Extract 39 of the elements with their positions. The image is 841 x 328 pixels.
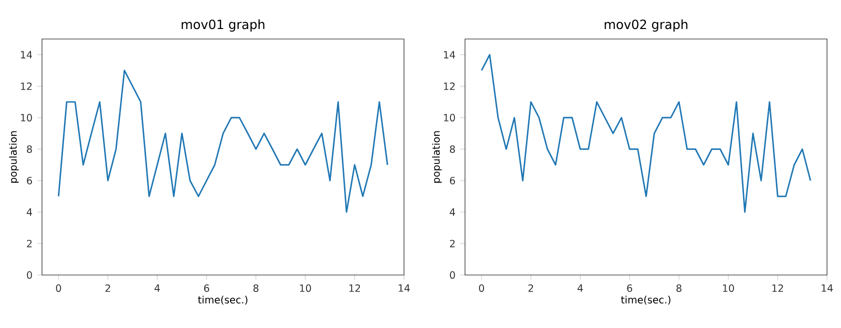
x-tick-label: 4 [154,284,160,292]
chart-title: mov01 graph [182,19,264,32]
y-tick-label: 6 [450,176,455,184]
y-tick-label: 10 [444,114,455,122]
x-tick-label: 6 [204,284,210,292]
y-tick-label: 12 [21,82,32,90]
x-tick-label: 10 [300,284,311,292]
y-tick-label: 2 [450,240,455,248]
y-tick-label: 6 [26,176,32,184]
x-tick-label: 14 [822,284,833,292]
x-axis-title: time(sec.) [198,296,248,305]
y-tick-label: 8 [450,145,455,153]
y-tick-label: 12 [444,82,455,90]
y-tick-label: 2 [26,240,32,248]
x-tick-label: 12 [772,284,784,292]
x-tick-label: 0 [56,284,62,292]
y-tick-label: 14 [444,51,456,58]
x-tick-label: 2 [105,284,110,292]
y-axis-title: population [9,131,19,183]
x-tick-label: 0 [479,284,484,292]
y-tick-label: 0 [26,271,32,279]
y-tick-label: 10 [21,114,32,122]
y-tick-label: 14 [21,51,32,58]
y-axis-title: population [432,131,442,183]
x-tick-label: 8 [676,284,682,292]
x-tick-label: 12 [349,284,360,292]
x-tick-label: 8 [253,284,258,292]
y-tick-label: 8 [26,145,32,153]
x-axis-title: time(sec.) [621,296,670,305]
line-series [480,54,812,213]
x-tick-label: 6 [627,284,632,292]
chart-title: mov02 graph [604,19,688,32]
x-tick-label: 2 [528,284,534,292]
y-tick-label: 0 [450,271,455,279]
y-tick-label: 4 [26,208,32,216]
x-tick-label: 10 [723,284,734,292]
x-tick-label: 14 [398,284,410,292]
x-tick-label: 4 [578,284,583,292]
y-tick-label: 4 [450,208,456,216]
